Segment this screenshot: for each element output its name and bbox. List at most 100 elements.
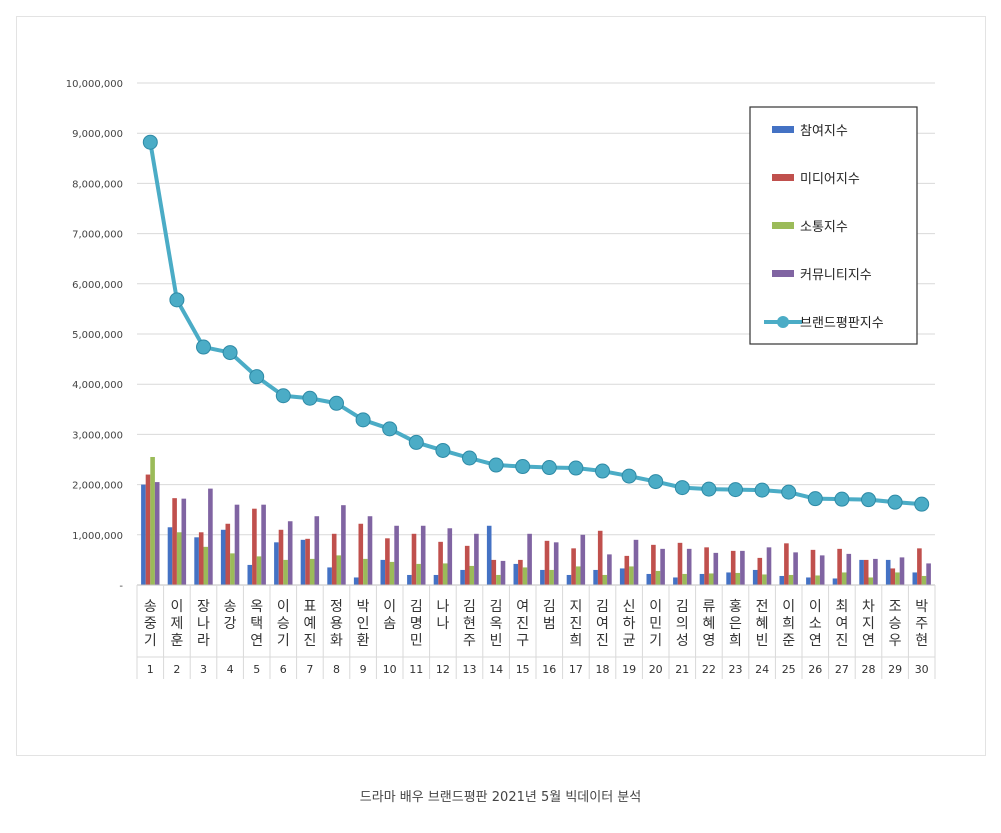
bar-미디어지수 xyxy=(198,532,204,585)
bar-참여지수 xyxy=(141,484,146,585)
point-브랜드평판지수 xyxy=(728,482,743,498)
bar-미디어지수 xyxy=(810,549,816,585)
x-tick-label: 박 xyxy=(357,599,370,615)
bar-미디어지수 xyxy=(491,559,497,585)
x-tick-label: 조 xyxy=(889,599,902,615)
bar-미디어지수 xyxy=(597,530,603,585)
legend-marker xyxy=(777,316,789,328)
bar-소통지수 xyxy=(655,570,661,585)
bar-소통지수 xyxy=(309,558,315,585)
y-tick-label: - xyxy=(119,581,123,592)
x-tick-label: 연 xyxy=(250,633,263,649)
x-tick-label: 김 xyxy=(596,599,609,615)
x-rank-label: 12 xyxy=(436,663,450,676)
legend-label: 소통지수 xyxy=(800,220,848,235)
point-브랜드평판지수 xyxy=(807,491,823,507)
bar-참여지수 xyxy=(460,569,465,585)
bar-참여지수 xyxy=(806,577,811,585)
x-rank-label: 19 xyxy=(622,663,636,676)
bar-참여지수 xyxy=(699,573,705,585)
y-tick-label: 7,000,000 xyxy=(72,230,123,241)
bar-커뮤니티지수 xyxy=(154,482,160,585)
bar-소통지수 xyxy=(549,569,554,585)
x-rank-label: 23 xyxy=(729,663,743,676)
bar-커뮤니티지수 xyxy=(208,488,213,585)
bar-참여지수 xyxy=(247,564,253,585)
bar-소통지수 xyxy=(283,559,288,585)
point-브랜드평판지수 xyxy=(834,491,850,507)
bar-참여지수 xyxy=(407,574,412,585)
bar-미디어지수 xyxy=(677,542,683,585)
x-tick-label: 강 xyxy=(224,616,237,632)
bar-미디어지수 xyxy=(172,498,177,585)
point-브랜드평판지수 xyxy=(382,421,398,437)
bar-참여지수 xyxy=(513,563,519,585)
x-tick-label: 중 xyxy=(144,616,157,632)
y-tick-label: 6,000,000 xyxy=(72,280,123,291)
bar-참여지수 xyxy=(486,525,492,585)
bar-참여지수 xyxy=(566,574,572,585)
bar-커뮤니티지수 xyxy=(261,504,266,585)
x-tick-label: 지 xyxy=(569,599,582,615)
x-tick-label: 준 xyxy=(782,633,795,649)
x-tick-label: 지 xyxy=(862,616,875,632)
brand-reputation-chart: - 1,000,000 2,000,000 3,000,000 4,000,000 5,0… xyxy=(66,79,936,679)
point-브랜드평판지수 xyxy=(515,459,531,475)
bar-미디어지수 xyxy=(757,557,763,585)
x-tick-label: 이 xyxy=(649,599,662,615)
x-tick-label: 여 xyxy=(596,616,609,632)
point-브랜드평판지수 xyxy=(701,481,717,497)
x-tick-label: 신 xyxy=(623,599,636,615)
y-tick-label: 4,000,000 xyxy=(72,380,123,391)
x-tick-label: 송 xyxy=(224,599,237,615)
bar-참여지수 xyxy=(859,559,864,585)
bar-커뮤니티지수 xyxy=(420,525,426,585)
point-브랜드평판지수 xyxy=(249,369,265,385)
x-rank-label: 30 xyxy=(915,663,929,676)
bar-커뮤니티지수 xyxy=(553,542,559,585)
x-tick-label: 여 xyxy=(835,616,848,632)
x-rank-label: 6 xyxy=(280,663,287,676)
x-tick-label: 빈 xyxy=(756,633,769,649)
bar-미디어지수 xyxy=(225,523,231,585)
bar-커뮤니티지수 xyxy=(899,557,905,585)
bar-미디어지수 xyxy=(252,508,257,585)
y-tick-label: 9,000,000 xyxy=(72,129,123,140)
bar-커뮤니티지수 xyxy=(793,552,798,585)
x-rank-label: 18 xyxy=(596,663,610,676)
x-tick-label: 균 xyxy=(623,633,636,649)
point-브랜드평판지수 xyxy=(541,460,557,476)
bar-소통지수 xyxy=(602,574,608,585)
y-tick-label: 3,000,000 xyxy=(72,430,123,441)
y-tick-label: 8,000,000 xyxy=(72,179,123,190)
point-브랜드평판지수 xyxy=(169,292,185,308)
bar-미디어지수 xyxy=(331,533,337,585)
x-tick-label: 진 xyxy=(835,633,848,649)
bar-참여지수 xyxy=(619,568,625,585)
x-tick-label: 솜 xyxy=(383,616,396,632)
x-rank-label: 10 xyxy=(383,663,397,676)
bar-참여지수 xyxy=(726,572,731,585)
bar-참여지수 xyxy=(912,572,918,585)
x-rank-label: 24 xyxy=(755,663,769,676)
bar-소통지수 xyxy=(416,563,421,585)
point-브랜드평판지수 xyxy=(887,494,903,510)
bar-참여지수 xyxy=(380,559,386,585)
x-tick-label: 혜 xyxy=(756,616,769,632)
x-tick-label: 영 xyxy=(702,633,715,649)
x-tick-label: 빈 xyxy=(490,633,503,649)
bar-참여지수 xyxy=(646,573,652,585)
x-tick-label: 희 xyxy=(782,616,795,632)
x-tick-label: 나 xyxy=(197,616,210,632)
x-rank-label: 14 xyxy=(489,663,503,676)
bar-커뮤니티지수 xyxy=(766,547,772,585)
point-브랜드평판지수 xyxy=(355,412,371,428)
bar-커뮤니티지수 xyxy=(926,563,931,585)
bar-소통지수 xyxy=(895,572,900,585)
x-tick-label: 주 xyxy=(463,633,476,649)
bar-소통지수 xyxy=(203,546,209,585)
x-tick-label: 기 xyxy=(277,633,290,649)
point-브랜드평판지수 xyxy=(275,388,291,404)
x-tick-label: 명 xyxy=(410,616,423,632)
bar-참여지수 xyxy=(593,569,598,585)
